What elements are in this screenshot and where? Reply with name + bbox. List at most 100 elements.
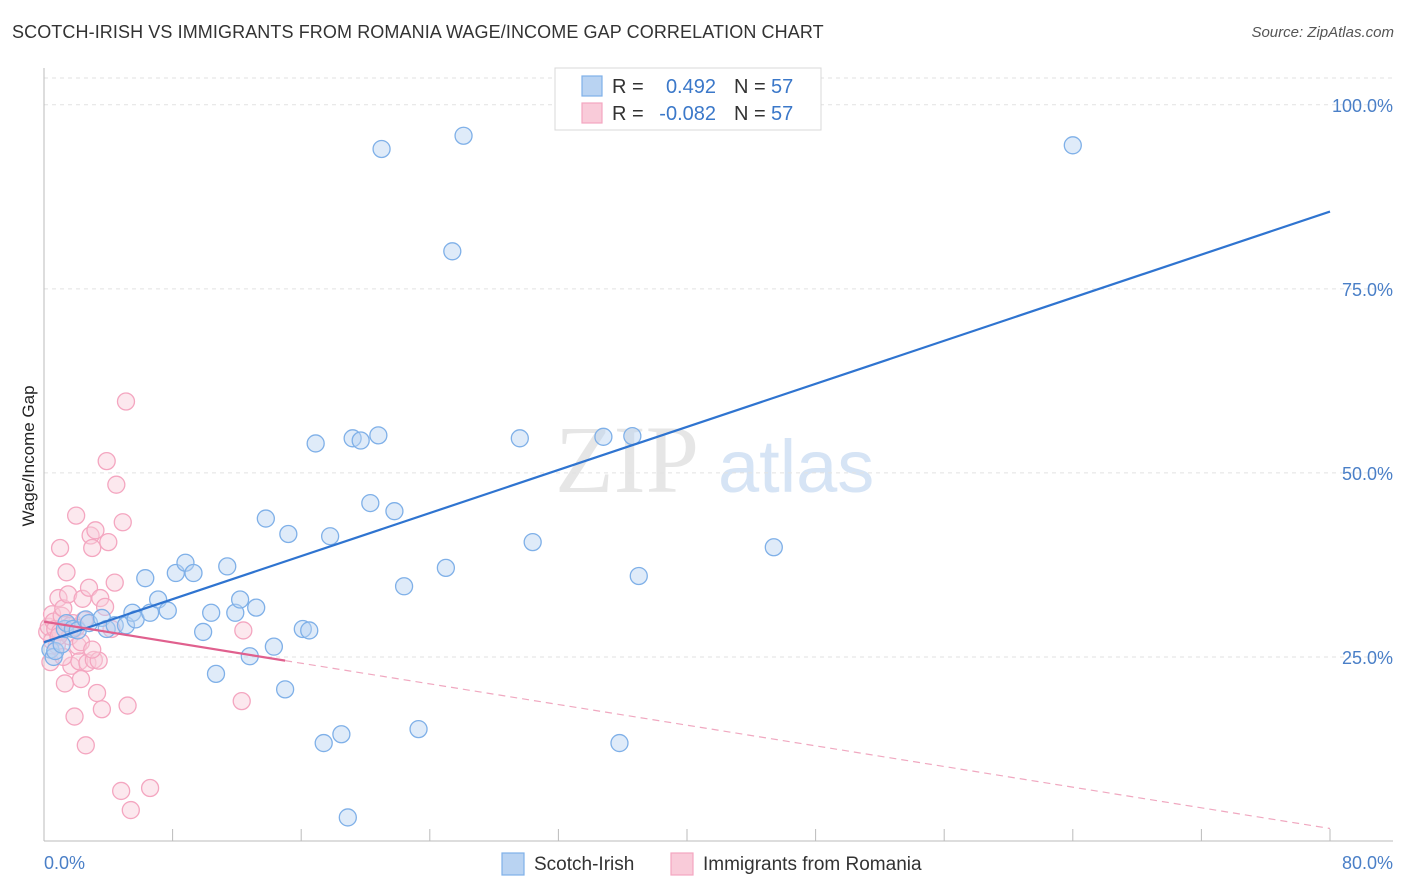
point-scotch-irish-2 [46,641,65,661]
point-scotch-irish-33 [275,680,295,699]
point-romania-24 [73,589,92,608]
y-tick-label-25: 25.0% [1342,648,1393,668]
point-romania-28 [79,578,99,597]
point-romania-38 [97,451,116,471]
point-scotch-irish-49 [409,719,428,739]
point-romania-14 [57,563,76,582]
point-romania-8 [49,588,68,608]
point-scotch-irish-30 [247,598,266,617]
series-legend: Scotch-Irish Immigrants from Romania [501,852,922,876]
legend-swatch-scotch-irish [581,75,603,97]
point-scotch-irish-31 [256,509,275,528]
point-scotch-irish-41 [338,808,357,827]
point-scotch-irish-60 [1063,136,1082,155]
point-scotch-irish-22 [184,563,203,583]
point-scotch-irish-56 [610,733,629,753]
point-romania-49 [232,691,251,711]
series-legend-swatch-romania [670,852,694,876]
point-romania-47 [121,800,140,820]
point-scotch-irish-36 [300,621,319,640]
point-romania-50 [234,621,253,640]
y-tick-label-75: 75.0% [1342,280,1393,300]
stats-legend: R = 0.492 N = 57 R = -0.082 N = 57 [554,67,822,131]
point-scotch-irish-51 [443,242,462,261]
point-romania-36 [92,700,112,719]
point-scotch-irish-19 [158,601,177,620]
chart-title: SCOTCH-IRISH VS IMMIGRANTS FROM ROMANIA … [12,22,824,42]
y-axis-tick-labels: 25.0% 50.0% 75.0% 100.0% [1332,96,1393,668]
watermark: ZIP atlas [555,406,874,513]
point-scotch-irish-35 [293,619,312,639]
legend-r-value-1: 0.492 [666,76,716,98]
point-scotch-irish-32 [264,637,284,656]
legend-n-label-1: N = [734,76,766,98]
point-scotch-irish-59 [764,538,783,557]
point-scotch-irish-37 [306,434,325,453]
point-scotch-irish-40 [332,725,351,744]
y-tick-label-50: 50.0% [1342,464,1393,484]
point-romania-48 [140,778,160,798]
y-axis-title: Wage/Income Gap [19,385,38,526]
series-legend-label-romania: Immigrants from Romania [703,854,922,875]
point-romania-44 [113,513,132,532]
point-scotch-irish-58 [629,566,648,586]
point-romania-33 [87,683,107,703]
point-scotch-irish-28 [230,590,250,609]
point-romania-46 [118,696,137,715]
point-scotch-irish-50 [436,558,456,578]
watermark-zip: ZIP [555,406,699,513]
point-scotch-irish-54 [523,532,542,552]
legend-r-label-1: R = [612,76,644,98]
point-romania-41 [105,573,124,592]
point-scotch-irish-43 [351,431,370,450]
point-romania-19 [65,707,84,726]
point-romania-32 [86,521,105,540]
point-scotch-irish-55 [594,427,613,446]
point-scotch-irish-25 [206,664,226,684]
legend-n-label-2: N = [734,103,766,125]
point-scotch-irish-46 [372,139,391,159]
gridlines [44,77,1393,658]
point-scotch-irish-53 [510,429,529,448]
trendline-scotch-irish [43,210,1331,644]
point-scotch-irish-34 [279,524,298,544]
legend-swatch-romania [581,102,603,124]
point-scotch-irish-23 [193,622,213,642]
point-scotch-irish-38 [314,733,333,753]
legend-n-value-2: 57 [771,103,793,125]
point-scotch-irish-26 [218,557,237,576]
x-tick-label-min: 0.0% [44,853,85,873]
x-tick-label-max: 80.0% [1342,853,1393,873]
trend-layer [43,210,1331,830]
point-romania-23 [71,669,91,689]
point-romania-39 [99,532,118,552]
point-romania-30 [83,538,102,558]
watermark-atlas: atlas [718,425,874,508]
point-scotch-irish-52 [454,126,473,145]
trendline-romania-extension [285,660,1331,830]
point-romania-9 [50,538,70,558]
point-romania-54 [83,640,102,659]
series-legend-swatch-scotch-irish [501,852,525,876]
point-scotch-irish-16 [136,569,155,588]
chart-source: Source: ZipAtlas.com [1251,24,1394,41]
legend-r-value-2: -0.082 [659,103,716,125]
point-romania-15 [58,585,78,604]
point-scotch-irish-47 [385,502,404,521]
point-romania-45 [116,392,136,411]
point-romania-13 [55,674,75,693]
y-tick-label-100: 100.0% [1332,96,1393,116]
point-romania-12 [54,599,73,618]
legend-n-value-1: 57 [771,76,793,98]
legend-r-label-2: R = [612,103,644,125]
point-romania-42 [107,475,126,494]
point-scotch-irish-48 [394,577,414,596]
point-scotch-irish-44 [361,493,380,513]
trendline-romania [43,620,286,662]
point-scotch-irish-24 [202,603,221,622]
point-scotch-irish-39 [320,527,340,546]
point-romania-43 [112,781,131,801]
point-romania-20 [67,506,86,525]
point-romania-26 [76,736,95,755]
